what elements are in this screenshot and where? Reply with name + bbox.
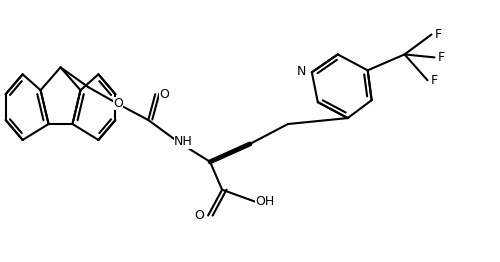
Text: O: O	[114, 97, 124, 110]
Text: OH: OH	[256, 195, 274, 208]
Text: N: N	[297, 65, 306, 78]
Text: NH: NH	[174, 135, 193, 149]
Text: F: F	[438, 51, 445, 64]
Text: F: F	[435, 28, 442, 41]
Text: F: F	[431, 74, 438, 87]
Text: O: O	[194, 209, 204, 222]
Text: O: O	[160, 88, 169, 101]
